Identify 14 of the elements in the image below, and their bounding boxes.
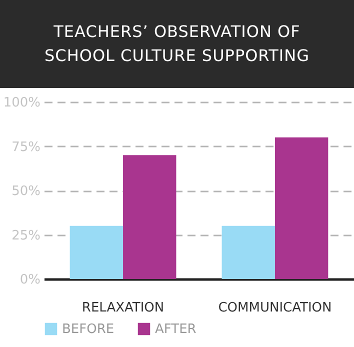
x-tick-label: COMMUNICATION	[218, 300, 332, 316]
y-tick-label: 0%	[20, 272, 40, 288]
y-tick-label: 25%	[12, 228, 40, 244]
bar	[123, 155, 176, 279]
legend-label: BEFORE	[62, 322, 114, 337]
legend-label: AFTER	[155, 322, 196, 337]
bar	[274, 137, 328, 279]
x-tick-label: RELAXATION	[82, 300, 164, 316]
y-tick-label: 50%	[12, 184, 40, 199]
chart-title: TEACHERS’ OBSERVATION OF SCHOOL CULTURE SUPPORTING	[0, 0, 354, 88]
bar	[70, 226, 124, 279]
y-tick-label: 100%	[3, 96, 40, 110]
bar	[222, 226, 275, 279]
y-tick-label: 75%	[12, 140, 40, 155]
